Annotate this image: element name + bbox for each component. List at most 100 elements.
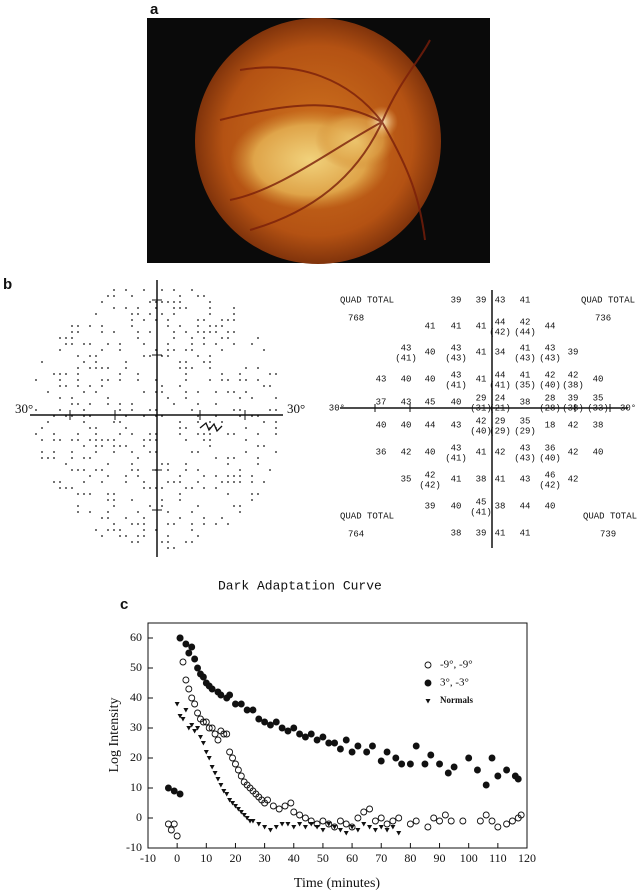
point — [209, 765, 215, 770]
point — [278, 724, 286, 732]
threshold-value: 42 — [476, 416, 487, 426]
test-point — [119, 349, 121, 351]
point — [354, 742, 362, 750]
test-point — [275, 427, 277, 429]
test-point — [155, 415, 157, 417]
point — [325, 820, 333, 828]
test-point — [131, 541, 133, 543]
test-point — [203, 331, 205, 333]
test-point — [155, 529, 157, 531]
point — [369, 742, 376, 750]
test-point — [71, 337, 73, 339]
point — [186, 726, 192, 731]
test-point — [95, 433, 97, 435]
point — [194, 709, 202, 717]
test-point — [71, 415, 73, 417]
point — [215, 777, 221, 782]
test-point — [101, 349, 103, 351]
point — [202, 718, 210, 726]
point — [237, 700, 245, 708]
point — [331, 739, 339, 747]
test-point — [107, 379, 109, 381]
threshold-value: 41 — [476, 447, 487, 457]
quad-total: 739 — [600, 529, 616, 539]
test-point — [101, 379, 103, 381]
axis-label: 30° — [15, 401, 33, 416]
test-point — [233, 457, 235, 459]
test-point — [77, 355, 79, 357]
point — [229, 754, 236, 762]
point — [372, 828, 378, 833]
point — [301, 814, 309, 822]
test-point — [239, 415, 241, 417]
point — [167, 826, 175, 834]
test-point — [245, 439, 247, 441]
test-point — [185, 307, 187, 309]
test-point — [71, 457, 73, 459]
y-axis-label: Log Intensity — [107, 697, 122, 772]
point — [342, 820, 350, 828]
threshold-value: 28 — [545, 393, 556, 403]
test-point — [119, 373, 121, 375]
test-point — [197, 415, 199, 417]
point — [427, 751, 435, 759]
test-point — [143, 523, 145, 525]
test-point — [173, 403, 175, 405]
test-point — [179, 433, 181, 435]
test-point — [185, 373, 187, 375]
point — [503, 766, 511, 774]
test-point — [185, 361, 187, 363]
threshold-value: 40 — [451, 397, 462, 407]
point — [174, 702, 180, 707]
threshold-value: 42 — [568, 370, 579, 380]
test-point — [161, 355, 163, 357]
test-point — [233, 481, 235, 483]
test-point — [101, 325, 103, 327]
test-point — [107, 295, 109, 297]
test-point — [155, 391, 157, 393]
point — [383, 748, 391, 756]
threshold-value: 40 — [425, 374, 436, 384]
test-point — [71, 331, 73, 333]
point — [284, 727, 292, 735]
test-point — [143, 355, 145, 357]
test-point — [233, 475, 235, 477]
threshold-value: (40) — [539, 453, 561, 463]
test-point — [95, 439, 97, 441]
threshold-value: 40 — [425, 347, 436, 357]
threshold-value: (42) — [419, 480, 441, 490]
y-tick-label: 0 — [136, 810, 142, 824]
threshold-value: 42 — [568, 420, 579, 430]
point — [517, 811, 525, 819]
test-point — [251, 499, 253, 501]
threshold-value: 42 — [495, 447, 506, 457]
threshold-value: 43 — [545, 343, 556, 353]
test-point — [227, 481, 229, 483]
test-point — [65, 343, 67, 345]
point — [301, 733, 309, 741]
point — [232, 804, 238, 809]
test-point — [221, 481, 223, 483]
test-point — [215, 457, 217, 459]
test-point — [83, 445, 85, 447]
test-point — [191, 451, 193, 453]
visual-field-right — [340, 290, 628, 548]
test-point — [101, 301, 103, 303]
point — [436, 760, 443, 768]
x-tick-label: 40 — [288, 851, 300, 865]
test-point — [125, 517, 127, 519]
point — [514, 775, 522, 783]
test-point — [161, 301, 163, 303]
chart-title: Dark Adaptation Curve — [218, 578, 382, 593]
test-point — [179, 421, 181, 423]
point — [412, 817, 420, 825]
test-point — [71, 403, 73, 405]
threshold-value: (33) — [587, 403, 609, 413]
test-point — [203, 433, 205, 435]
test-point — [137, 457, 139, 459]
test-point — [149, 505, 151, 507]
threshold-value: 43 — [401, 397, 412, 407]
test-point — [191, 343, 193, 345]
point — [182, 676, 190, 684]
test-point — [125, 415, 127, 417]
